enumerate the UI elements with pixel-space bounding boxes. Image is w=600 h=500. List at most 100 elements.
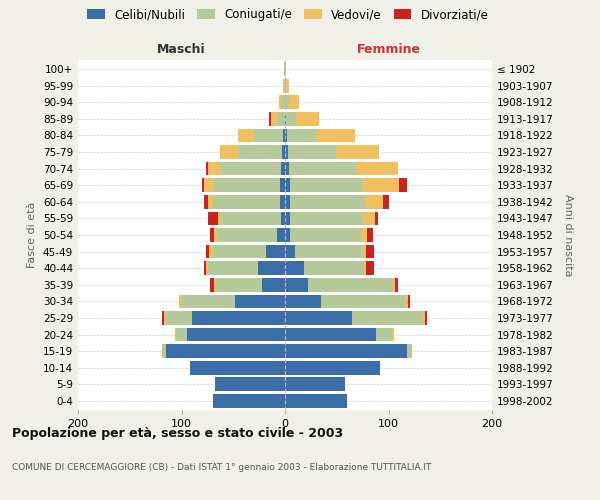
Bar xyxy=(238,128,254,142)
Text: Maschi: Maschi xyxy=(157,43,206,56)
Bar xyxy=(392,328,394,342)
Bar xyxy=(221,212,281,225)
Bar xyxy=(204,262,206,275)
Bar xyxy=(164,311,166,324)
Bar xyxy=(295,245,362,258)
Bar xyxy=(202,178,204,192)
Bar xyxy=(212,394,285,407)
Bar xyxy=(212,195,280,208)
Bar xyxy=(279,96,282,109)
Bar xyxy=(192,311,285,324)
Bar xyxy=(361,228,367,242)
Bar xyxy=(290,178,362,192)
Bar xyxy=(356,162,398,175)
Bar xyxy=(238,146,282,159)
Bar xyxy=(162,344,166,358)
Bar xyxy=(166,311,192,324)
Bar xyxy=(406,294,408,308)
Bar xyxy=(296,112,319,126)
Bar xyxy=(204,178,212,192)
Y-axis label: Fasce di età: Fasce di età xyxy=(28,202,37,268)
Bar xyxy=(286,79,289,92)
Y-axis label: Anni di nascita: Anni di nascita xyxy=(563,194,573,276)
Bar xyxy=(217,228,277,242)
Bar xyxy=(399,178,407,192)
Bar xyxy=(395,278,398,291)
Bar xyxy=(266,245,285,258)
Legend: Celibi/Nubili, Coniugati/e, Vedovi/e, Divorziati/e: Celibi/Nubili, Coniugati/e, Vedovi/e, Di… xyxy=(83,4,493,26)
Bar xyxy=(176,328,187,342)
Bar xyxy=(212,245,266,258)
Bar xyxy=(221,162,281,175)
Bar xyxy=(285,96,289,109)
Bar xyxy=(218,212,221,225)
Bar xyxy=(285,328,376,342)
Bar xyxy=(362,178,399,192)
Bar xyxy=(281,162,285,175)
Bar xyxy=(285,162,289,175)
Bar xyxy=(271,112,277,126)
Bar xyxy=(285,195,290,208)
Bar xyxy=(352,311,422,324)
Bar xyxy=(277,228,285,242)
Bar xyxy=(209,245,212,258)
Bar xyxy=(206,245,209,258)
Bar xyxy=(187,328,285,342)
Bar xyxy=(285,311,352,324)
Bar xyxy=(285,361,380,374)
Bar xyxy=(304,262,364,275)
Text: Popolazione per età, sesso e stato civile - 2003: Popolazione per età, sesso e stato civil… xyxy=(12,428,343,440)
Bar xyxy=(282,96,285,109)
Bar xyxy=(422,311,425,324)
Bar xyxy=(289,96,299,109)
Bar xyxy=(285,378,345,391)
Bar xyxy=(285,128,287,142)
Text: COMUNE DI CERCEMAGGIORE (CB) - Dati ISTAT 1° gennaio 2003 - Elaborazione TUTTITA: COMUNE DI CERCEMAGGIORE (CB) - Dati ISTA… xyxy=(12,462,431,471)
Bar xyxy=(321,294,406,308)
Bar xyxy=(308,278,392,291)
Bar xyxy=(211,228,214,242)
Bar xyxy=(258,262,285,275)
Bar xyxy=(254,128,283,142)
Bar xyxy=(392,278,395,291)
Bar xyxy=(285,178,290,192)
Bar xyxy=(365,195,383,208)
Bar xyxy=(208,195,212,208)
Bar xyxy=(206,262,208,275)
Bar xyxy=(287,128,316,142)
Bar xyxy=(166,344,285,358)
Bar xyxy=(336,146,379,159)
Bar xyxy=(215,378,285,391)
Bar xyxy=(425,311,427,324)
Bar xyxy=(290,212,362,225)
Bar xyxy=(280,195,285,208)
Bar xyxy=(285,294,321,308)
Bar xyxy=(282,146,285,159)
Bar xyxy=(367,228,373,242)
Bar xyxy=(375,212,378,225)
Bar xyxy=(182,294,235,308)
Bar xyxy=(366,245,374,258)
Bar xyxy=(175,328,176,342)
Bar xyxy=(285,79,286,92)
Bar xyxy=(206,162,208,175)
Bar xyxy=(212,178,280,192)
Bar xyxy=(376,328,392,342)
Bar xyxy=(208,212,218,225)
Bar xyxy=(285,112,286,126)
Bar xyxy=(285,278,308,291)
Bar xyxy=(285,262,304,275)
Bar xyxy=(407,344,412,358)
Bar xyxy=(280,178,285,192)
Bar xyxy=(285,62,286,76)
Bar xyxy=(215,278,262,291)
Bar xyxy=(290,195,365,208)
Bar xyxy=(283,79,284,92)
Bar xyxy=(269,112,271,126)
Bar xyxy=(283,128,285,142)
Bar xyxy=(316,128,355,142)
Bar xyxy=(285,146,288,159)
Bar xyxy=(235,294,285,308)
Bar xyxy=(190,361,285,374)
Bar xyxy=(214,278,215,291)
